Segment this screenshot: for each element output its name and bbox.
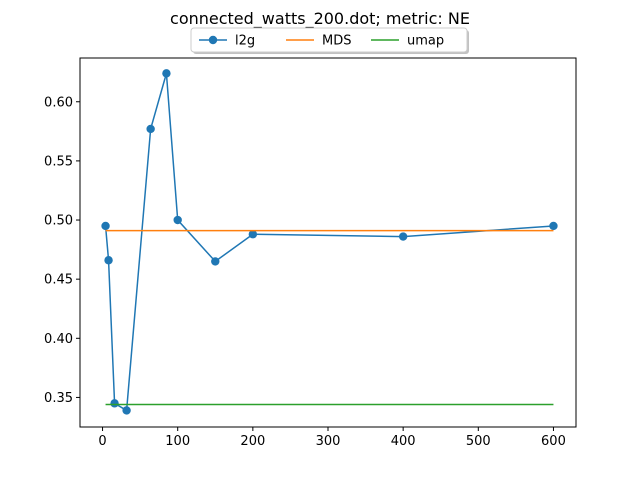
x-tick-label: 200 <box>240 434 265 449</box>
x-tick-label: 500 <box>466 434 491 449</box>
legend: l2g MDS umap <box>190 27 469 54</box>
data-point-l2g <box>173 215 182 225</box>
data-point-l2g <box>104 256 113 265</box>
y-tick-label: 0.40 <box>44 332 73 347</box>
y-tick-label: 0.50 <box>44 214 73 229</box>
x-tick-label: 400 <box>391 434 416 449</box>
x-tick-label: 300 <box>316 434 341 449</box>
legend-label-mds: MDS <box>322 34 351 49</box>
legend-box <box>190 27 468 53</box>
data-point-l2g <box>549 221 558 231</box>
data-point-l2g <box>248 230 258 239</box>
axes-frame <box>79 57 577 428</box>
legend-label-l2g: l2g <box>235 34 255 49</box>
y-tick-label: 0.35 <box>44 391 73 406</box>
y-tick-label: 0.45 <box>44 273 73 288</box>
data-point-l2g <box>122 406 131 415</box>
data-point-l2g <box>162 69 171 78</box>
chart-title: connected_watts_200.dot; metric: NE <box>170 9 470 29</box>
x-tick-label: 100 <box>165 434 190 449</box>
data-point-l2g <box>101 221 110 231</box>
x-tick-label: 600 <box>541 434 566 449</box>
data-point-l2g <box>146 124 155 134</box>
data-point-l2g <box>110 399 119 408</box>
x-tick-label: 0 <box>98 434 106 449</box>
y-tick-label: 0.55 <box>44 154 73 169</box>
data-point-l2g <box>398 232 408 241</box>
legend-label-umap: umap <box>407 34 444 49</box>
plot-area: 0 100 200 300 400 500 600 0.35 0.40 0.45 0.50 0.55 0… <box>44 57 577 449</box>
data-point-l2g <box>211 257 220 266</box>
legend-marker-l2g <box>208 35 218 45</box>
y-tick-label: 0.60 <box>44 95 73 110</box>
